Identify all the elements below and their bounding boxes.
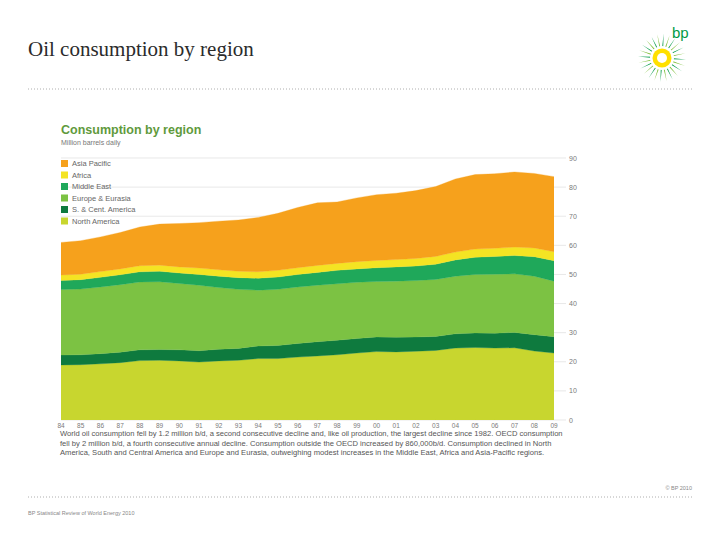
y-tick-label: 60 (569, 242, 577, 249)
x-tick-label: 94 (255, 422, 263, 429)
legend-label: Asia Pacific (72, 159, 111, 168)
copyright: © BP 2010 (665, 485, 692, 491)
y-tick-label: 80 (569, 184, 577, 191)
separator (28, 89, 692, 90)
x-tick-label: 02 (412, 422, 420, 429)
legend-swatch (61, 183, 68, 190)
legend-label: Europe & Eurasia (72, 194, 132, 203)
chart-subtitle: Million barrels daily (61, 139, 121, 147)
x-tick-label: 09 (550, 422, 558, 429)
y-tick-label: 30 (569, 329, 577, 336)
y-tick-label: 20 (569, 358, 577, 365)
x-tick-label: 04 (452, 422, 460, 429)
slide-title: Oil consumption by region (28, 37, 254, 61)
y-tick-label: 10 (569, 387, 577, 394)
legend-swatch (61, 160, 68, 167)
x-tick-label: 08 (531, 422, 539, 429)
x-tick-label: 92 (215, 422, 223, 429)
separator (28, 497, 692, 498)
x-tick-label: 86 (97, 422, 105, 429)
logo-text: bp (672, 24, 689, 41)
legend-label: Africa (72, 171, 92, 180)
legend-swatch (61, 172, 68, 179)
chart-title: Consumption by region (61, 123, 201, 137)
x-tick-label: 03 (432, 422, 440, 429)
caption: World oil consumption fell by 1.2 millio… (60, 429, 565, 458)
x-tick-label: 99 (353, 422, 361, 429)
x-tick-label: 91 (195, 422, 203, 429)
x-tick-label: 88 (136, 422, 144, 429)
x-tick-label: 06 (491, 422, 499, 429)
slide: Oil consumption by region bp Consumption b… (0, 0, 720, 540)
legend-label: Middle East (72, 182, 112, 191)
areas (61, 172, 554, 420)
legend: Asia Pacific Africa Middle East Europe & Eu… (61, 159, 136, 226)
y-tick-label: 40 (569, 300, 577, 307)
y-tick-label: 50 (569, 271, 577, 278)
legend-label: S. & Cent. America (72, 205, 136, 214)
legend-swatch (61, 195, 68, 202)
x-tick-label: 07 (511, 422, 519, 429)
x-tick-label: 96 (294, 422, 302, 429)
x-tick-label: 97 (314, 422, 322, 429)
legend-swatch (61, 206, 68, 213)
canvas: Oil consumption by region bp Consumption b… (0, 0, 720, 540)
y-tick-label: 0 (569, 417, 573, 424)
y-tick-label: 90 (569, 155, 577, 162)
x-tick-label: 00 (373, 422, 381, 429)
x-tick-label: 90 (176, 422, 184, 429)
x-tick-label: 85 (77, 422, 85, 429)
x-tick-label: 89 (156, 422, 164, 429)
area (61, 172, 554, 275)
x-tick-label: 93 (235, 422, 243, 429)
legend-swatch (61, 218, 68, 225)
x-tick-label: 87 (117, 422, 125, 429)
x-tick-label: 01 (393, 422, 401, 429)
x-tick-label: 84 (57, 422, 65, 429)
y-tick-label: 70 (569, 213, 577, 220)
x-tick-label: 98 (333, 422, 341, 429)
logo-center (657, 53, 667, 63)
source: BP Statistical Review of World Energy 20… (28, 510, 135, 516)
x-tick-label: 95 (274, 422, 282, 429)
logo-core (653, 49, 672, 68)
x-tick-label: 05 (472, 422, 480, 429)
legend-label: North America (72, 217, 120, 226)
logo-ring (650, 46, 674, 70)
bp-logo (638, 34, 686, 82)
grid-line (61, 158, 566, 159)
